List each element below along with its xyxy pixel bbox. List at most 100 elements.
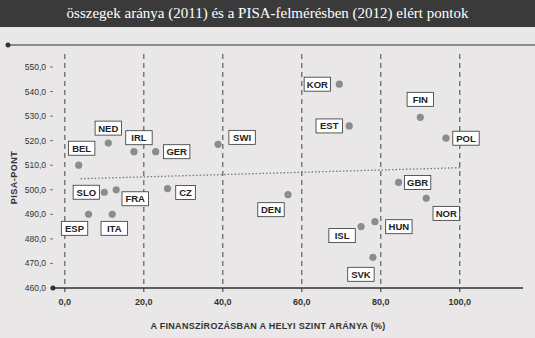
label-box	[433, 206, 459, 220]
point-label: FIN	[413, 94, 428, 105]
y-tick	[50, 238, 53, 239]
point	[101, 189, 108, 196]
point-label: FRA	[125, 193, 145, 204]
label-box	[329, 229, 355, 243]
background	[0, 0, 535, 338]
y-tick	[50, 165, 53, 166]
label-box	[453, 131, 479, 145]
y-tick-label: 490,0	[25, 209, 47, 219]
point-label: NED	[98, 123, 118, 134]
grid-line	[143, 54, 144, 288]
grid-line	[380, 54, 381, 288]
label-box	[258, 203, 284, 217]
axis-dot	[51, 286, 56, 291]
point-label: CZ	[179, 187, 192, 198]
y-tick	[50, 116, 53, 117]
label-box	[348, 267, 374, 281]
y-tick	[50, 263, 53, 264]
point	[336, 81, 343, 88]
point-label: POL	[456, 133, 476, 144]
point	[423, 195, 430, 202]
point-label: EST	[320, 120, 339, 131]
y-tick-label: 520,0	[25, 136, 47, 146]
point	[105, 140, 112, 147]
label-box	[176, 186, 196, 200]
grid-line	[301, 54, 302, 288]
point	[130, 148, 137, 155]
rule-dot	[6, 43, 11, 48]
point-label: SLO	[77, 187, 97, 198]
x-tick-label: 40,0	[214, 297, 232, 307]
point-label: IRL	[131, 132, 147, 143]
x-tick-label: 0,0	[59, 297, 72, 307]
x-tick-label: 20,0	[135, 297, 153, 307]
point	[371, 218, 378, 225]
label-box	[404, 175, 430, 189]
point-label: HUN	[389, 221, 410, 232]
label-box	[304, 77, 330, 91]
y-tick	[50, 140, 53, 141]
y-tick	[50, 91, 53, 92]
grid-line	[222, 54, 223, 288]
point-label: DEN	[261, 204, 281, 215]
point	[346, 122, 353, 129]
x-axis	[53, 287, 523, 289]
y-tick	[50, 189, 53, 190]
point-label: NOR	[436, 208, 457, 219]
label-box	[229, 130, 255, 144]
y-tick-label: 530,0	[25, 111, 47, 121]
plot-area	[75, 81, 460, 261]
point	[369, 254, 376, 261]
top-rule	[8, 44, 535, 45]
y-tick-label: 480,0	[25, 234, 47, 244]
point-label: SVK	[351, 269, 371, 280]
point-labels: BELNEDIRLGERSWISLOFRAESPITACZDENKORESTFI…	[61, 77, 479, 281]
label-box	[122, 192, 148, 206]
label-box	[68, 141, 94, 155]
point	[113, 186, 120, 193]
point	[395, 179, 402, 186]
label-box	[61, 221, 87, 235]
point	[214, 141, 221, 148]
point-label: ITA	[107, 223, 122, 234]
point	[442, 135, 449, 142]
x-tick-label: 80,0	[372, 297, 390, 307]
x-axis-label: A FINANSZÍROZÁSBAN A HELYI SZINT ARÁNYA …	[150, 321, 385, 331]
y-tick-label: 460,0	[25, 283, 47, 293]
point	[417, 114, 424, 121]
title: összegek aránya (2011) és a PISA-felméré…	[67, 5, 469, 22]
label-box	[316, 119, 342, 133]
point-label: BEL	[72, 143, 91, 154]
point	[357, 223, 364, 230]
label-box	[386, 220, 412, 234]
point-label: KOR	[307, 79, 328, 90]
point	[284, 191, 291, 198]
point-label: ISL	[335, 230, 350, 241]
label-box	[95, 121, 121, 135]
x-tick-label: 60,0	[293, 297, 311, 307]
grid-line	[64, 54, 65, 288]
point-label: GER	[166, 146, 187, 157]
point	[75, 162, 82, 169]
y-tick-label: 540,0	[25, 87, 47, 97]
point	[85, 211, 92, 218]
x-tick-label: 100,0	[449, 297, 472, 307]
y-tick	[50, 214, 53, 215]
point-label: SWI	[233, 132, 251, 143]
label-box	[73, 185, 99, 199]
y-tick-label: 470,0	[25, 258, 47, 268]
y-tick-label: 500,0	[25, 185, 47, 195]
point	[152, 148, 159, 155]
y-tick-label: 550,0	[25, 62, 47, 72]
y-tick	[50, 67, 53, 68]
point	[164, 185, 171, 192]
point	[109, 211, 116, 218]
y-tick-label: 510,0	[25, 160, 47, 170]
label-box	[407, 92, 433, 106]
point-label: GBR	[407, 177, 428, 188]
label-box	[163, 145, 189, 159]
grid-line	[459, 54, 460, 288]
y-axis-label: PISA-PONT	[9, 151, 19, 205]
trend-line	[81, 168, 460, 179]
label-box	[126, 131, 152, 145]
